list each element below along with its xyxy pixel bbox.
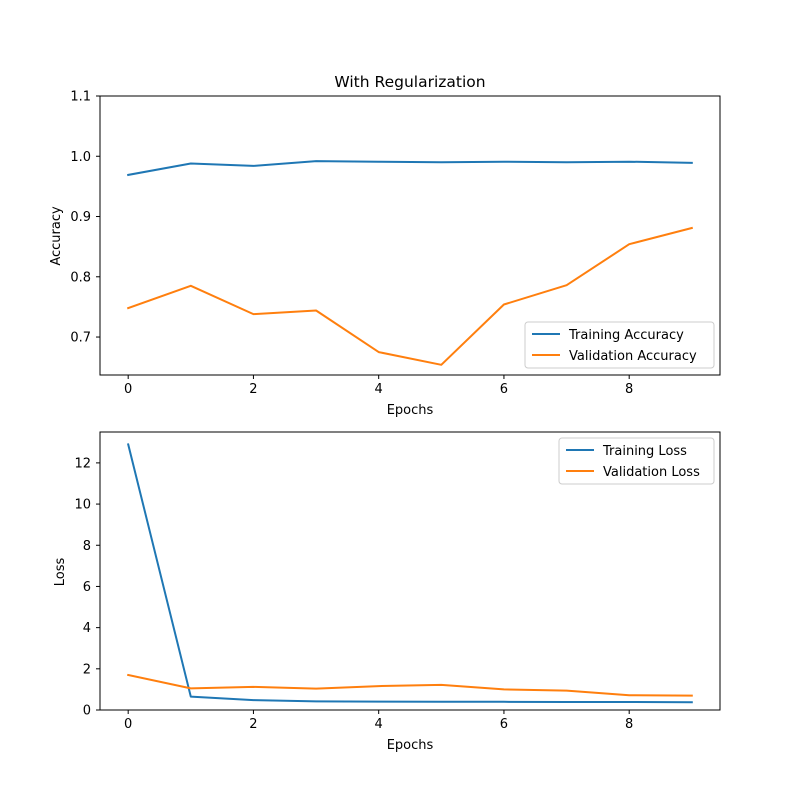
y-tick-label: 12 (74, 456, 91, 471)
x-tick-label: 8 (625, 717, 633, 732)
y-tick-label: 0 (83, 704, 91, 719)
y-tick-label: 8 (83, 539, 91, 554)
x-tick-label: 2 (249, 382, 257, 397)
legend-entry-label: Training Accuracy (568, 328, 684, 343)
axes-frame (99, 431, 721, 711)
accuracy-subplot: With Regularization Epochs Accuracy 0 2 4 6… (49, 73, 721, 418)
x-tick-label: 8 (625, 382, 633, 397)
legend-entry-label: Training Loss (602, 444, 687, 459)
y-tick-label: 6 (83, 580, 91, 595)
legend-entry-label: Validation Accuracy (569, 349, 697, 364)
x-axis-label: Epochs (387, 738, 434, 753)
series-line-validation (126, 226, 694, 366)
x-tick-label: 6 (500, 382, 508, 397)
y-tick-label: 1.0 (70, 150, 91, 165)
y-axis-label: Loss (53, 558, 68, 587)
series-line-validation (127, 673, 693, 697)
x-tick-label: 0 (124, 717, 132, 732)
y-tick-label: 0.9 (70, 210, 91, 225)
x-tick-label: 4 (375, 717, 383, 732)
y-tick-label: 2 (83, 662, 91, 677)
legend-box (558, 437, 715, 485)
series-line-training (127, 160, 693, 177)
loss-subplot: Epochs Loss 0 2 4 6 8 0 2 4 6 8 10 12 Training Loss V… (53, 431, 721, 753)
chart-title: With Regularization (334, 73, 485, 91)
y-tick-label: 10 (74, 498, 91, 513)
y-tick-label: 0.8 (70, 270, 91, 285)
axes-frame (99, 95, 721, 376)
y-tick-label: 1.1 (70, 90, 91, 105)
x-tick-label: 0 (124, 382, 132, 397)
x-tick-label: 4 (375, 382, 383, 397)
legend: Training Accuracy Validation Accuracy (524, 321, 715, 369)
y-tick-label: 0.7 (70, 331, 91, 346)
legend: Training Loss Validation Loss (558, 437, 715, 485)
legend-entry-label: Validation Loss (603, 465, 700, 480)
x-axis-label: Epochs (387, 403, 434, 418)
y-tick-label: 4 (83, 621, 91, 636)
y-axis-label: Accuracy (49, 206, 64, 266)
legend-box (524, 321, 715, 369)
series-line-training (126, 443, 693, 704)
x-tick-label: 6 (500, 717, 508, 732)
x-tick-label: 2 (249, 717, 257, 732)
